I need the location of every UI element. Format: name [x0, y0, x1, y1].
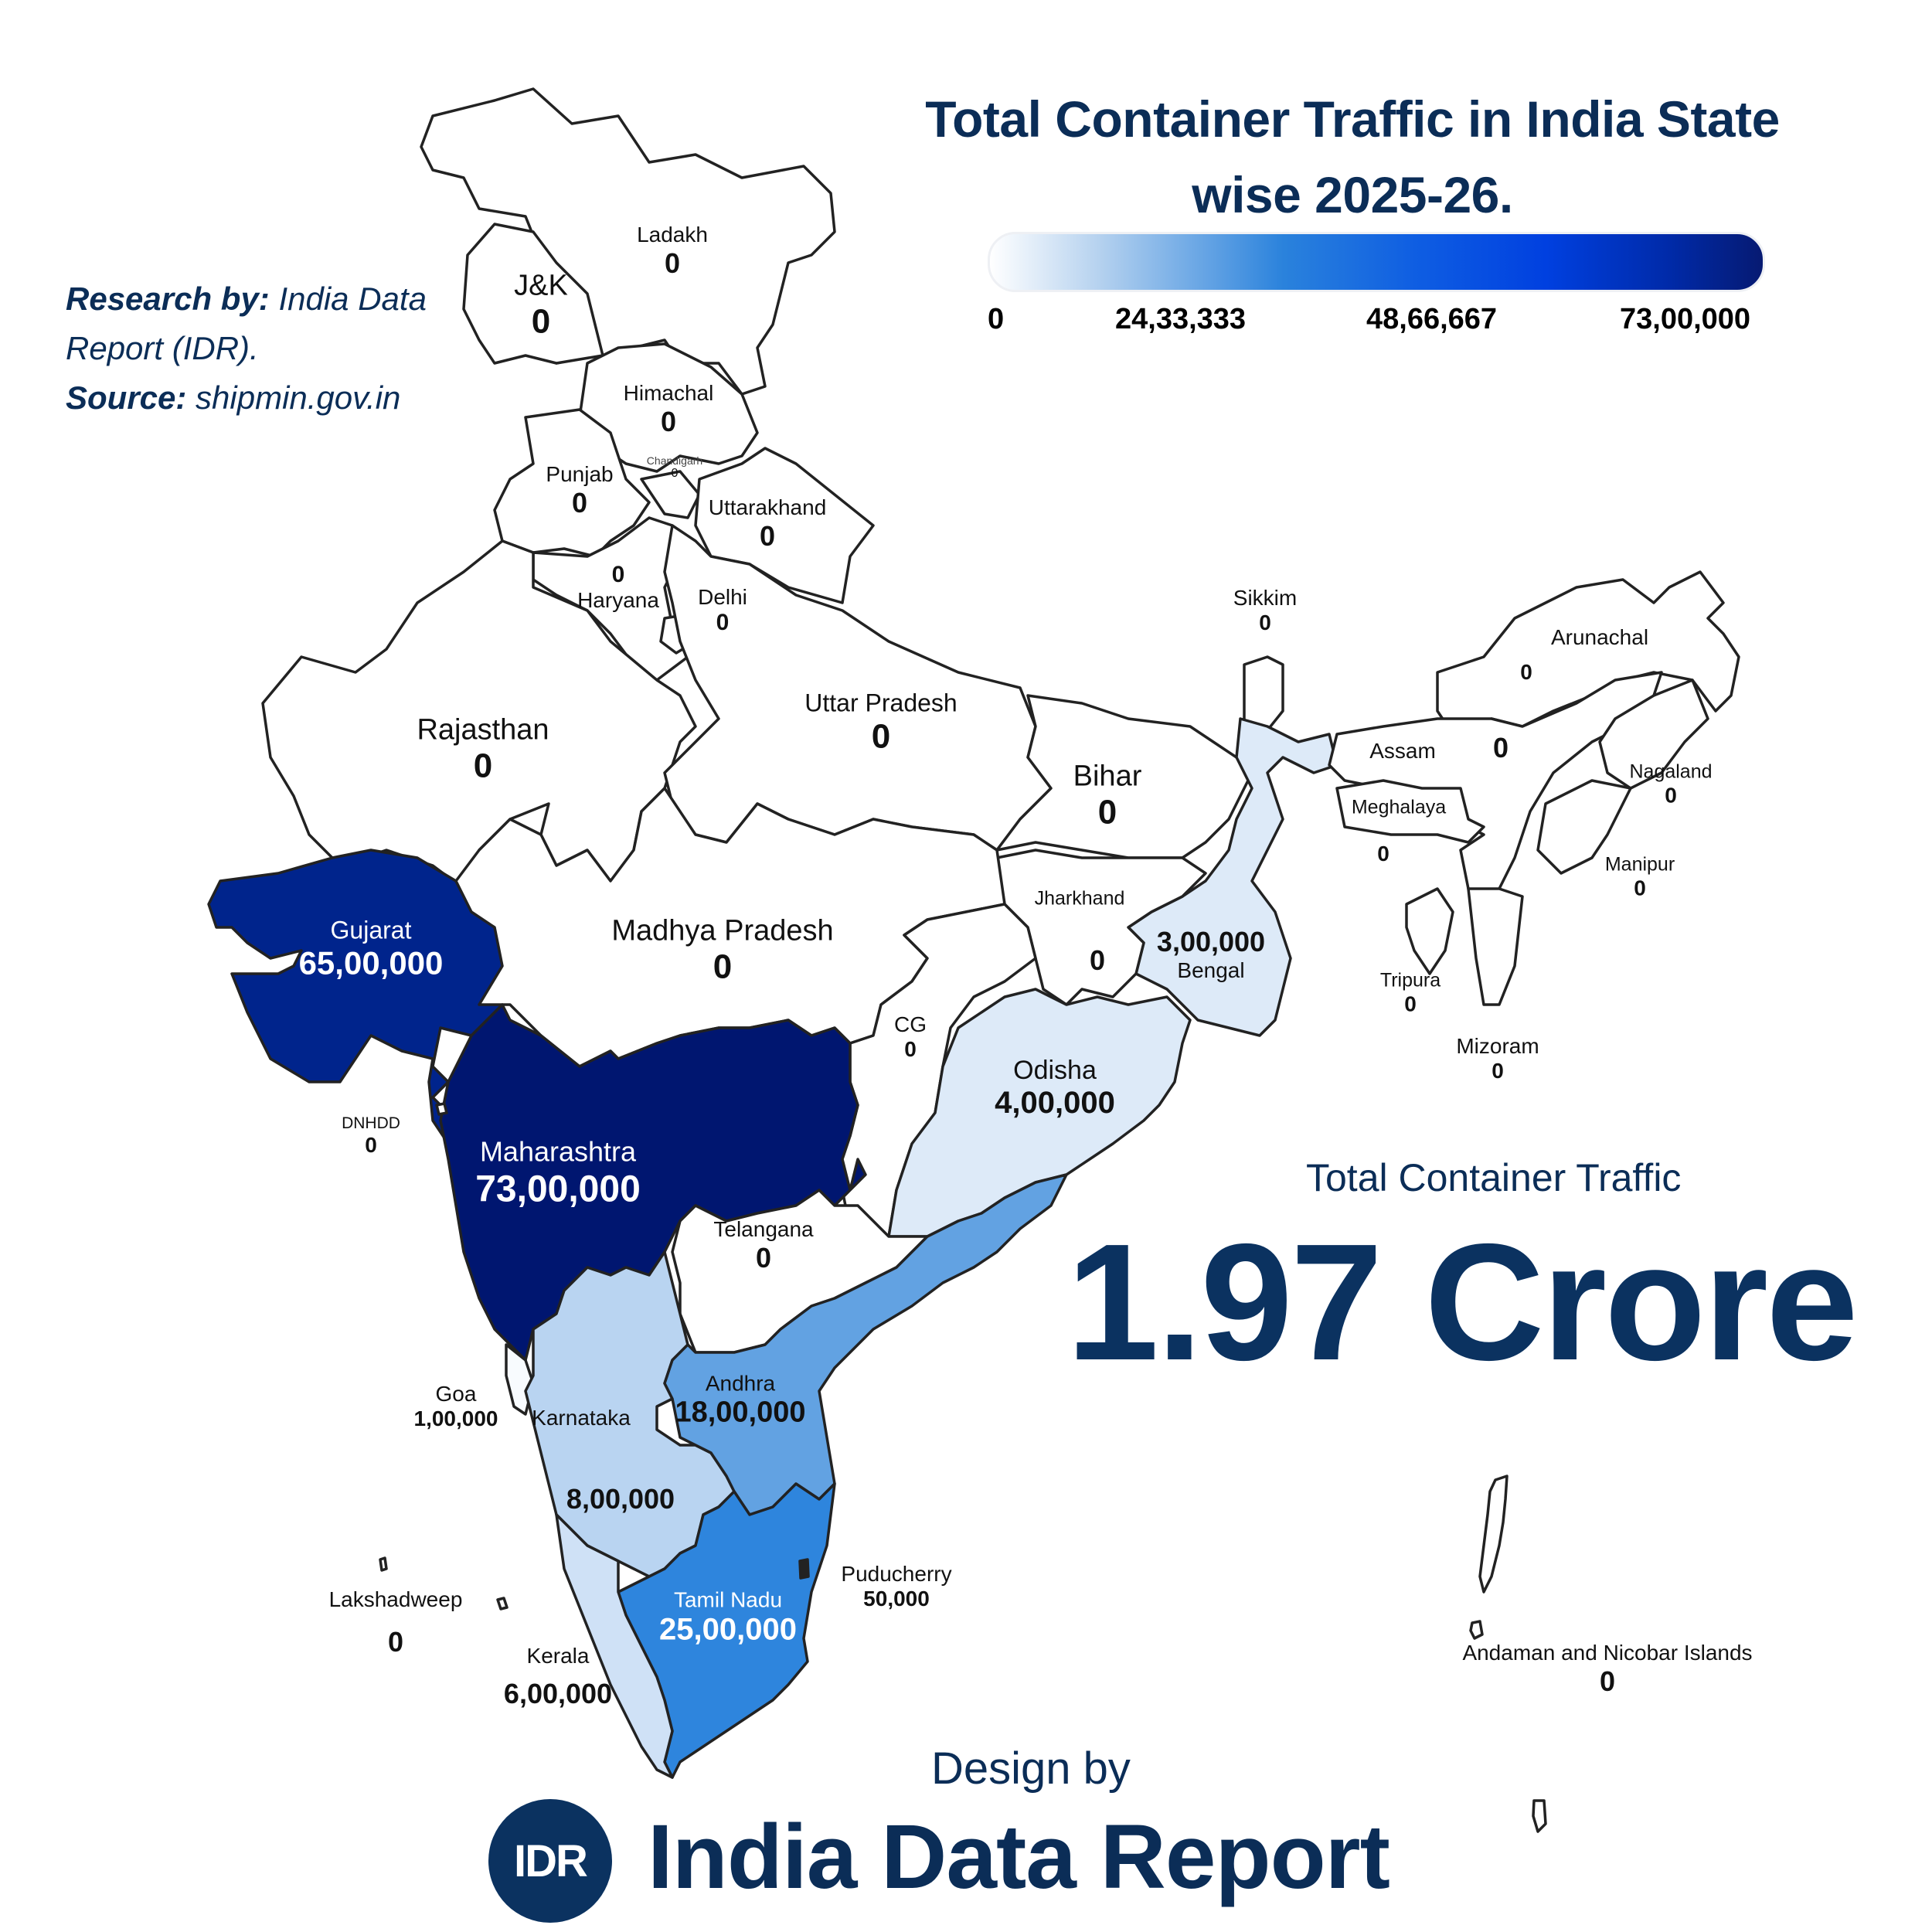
label-assam-value: 0 — [1492, 732, 1509, 764]
label-sikkim: Sikkim 0 — [1233, 586, 1298, 634]
label-jharkhand-value: 0 — [1089, 944, 1106, 976]
region-nicobar-south[interactable] — [1532, 1799, 1547, 1833]
label-kerala: Kerala 6,00,000 — [503, 1644, 613, 1709]
label-assam: Assam — [1369, 739, 1436, 763]
region-meghalaya[interactable] — [1335, 779, 1485, 844]
label-andaman: Andaman and Nicobar Islands 0 — [1462, 1641, 1753, 1697]
region-kerala[interactable] — [555, 1513, 674, 1779]
chart-title: Total Container Traffic in India State w… — [866, 81, 1839, 233]
design-by-label: Design by — [931, 1743, 1131, 1794]
label-mp: Madhya Pradesh 0 — [611, 914, 834, 986]
label-tripura: Tripura 0 — [1379, 969, 1441, 1016]
total-label: Total Container Traffic — [1306, 1156, 1682, 1199]
label-jharkhand: Jharkhand — [1034, 887, 1125, 910]
legend-tick: 24,33,333 — [1115, 303, 1247, 335]
label-puducherry: Puducherry 50,000 — [841, 1562, 952, 1611]
label-arunachal: Arunachal — [1550, 625, 1649, 649]
idr-logo-icon: IDR — [488, 1799, 612, 1923]
label-rajasthan: Rajasthan 0 — [417, 713, 549, 785]
research-value-cont: Report (IDR). — [66, 330, 259, 366]
source-value: shipmin.gov.in — [186, 379, 401, 416]
label-meghalaya: Meghalaya — [1351, 796, 1447, 818]
label-chandigarh: Chandigarh 0 — [646, 454, 703, 480]
label-dnhdd: DNHDD 0 — [342, 1114, 400, 1157]
label-haryana: 0 Haryana — [577, 562, 659, 612]
region-andhra[interactable] — [663, 1173, 1068, 1516]
region-up[interactable] — [663, 524, 1053, 852]
label-up: Uttar Pradesh 0 — [804, 689, 957, 756]
color-scale-legend — [988, 232, 1765, 292]
research-value: India Data — [269, 281, 427, 317]
label-lakshadweep: Lakshadweep 0 — [328, 1587, 463, 1658]
region-nagaland[interactable] — [1598, 679, 1709, 790]
region-jk[interactable] — [462, 223, 604, 365]
region-chandigarh[interactable] — [640, 470, 701, 519]
label-nagaland: Nagaland 0 — [1629, 760, 1713, 808]
logo-text: IDR — [514, 1835, 588, 1886]
region-manipur[interactable] — [1536, 779, 1632, 875]
label-mizoram: Mizoram 0 — [1456, 1034, 1539, 1083]
label-punjab: Punjab 0 — [546, 462, 614, 519]
label-karnataka-value: 8,00,000 — [566, 1483, 675, 1515]
label-cg: CG 0 — [894, 1012, 927, 1061]
region-sikkim[interactable] — [1243, 655, 1284, 732]
region-dnhdd[interactable] — [435, 1102, 448, 1116]
region-nicobar-island[interactable] — [1469, 1620, 1484, 1640]
label-andhra: Andhra 18,00,000 — [675, 1371, 806, 1429]
label-karnataka: Karnataka — [532, 1406, 631, 1430]
label-telangana: Telangana 0 — [713, 1217, 814, 1274]
label-gujarat: Gujarat 65,00,000 — [298, 916, 444, 981]
legend-tick: 48,66,667 — [1366, 303, 1498, 335]
total-value: 1.97 Crore — [1066, 1209, 1859, 1395]
legend-tick: 73,00,000 — [1620, 303, 1751, 335]
label-delhi: Delhi 0 — [698, 585, 747, 635]
credits: Research by: India Data Report (IDR). So… — [66, 274, 427, 423]
region-odisha[interactable] — [887, 988, 1192, 1238]
label-jk: J&K 0 — [514, 269, 568, 341]
legend-ticks: 0 24,33,333 48,66,667 73,00,000 — [988, 303, 1760, 342]
label-himachal: Himachal 0 — [623, 381, 714, 437]
research-label: Research by: — [66, 281, 270, 317]
region-tripura[interactable] — [1405, 887, 1454, 975]
label-meghalaya-value: 0 — [1377, 842, 1389, 866]
region-andaman[interactable] — [1478, 1475, 1509, 1594]
brand-name: India Data Report — [648, 1806, 1390, 1908]
label-arunachal-value: 0 — [1520, 660, 1532, 684]
region-lakshadweep[interactable] — [379, 1556, 388, 1572]
source-label: Source: — [66, 379, 187, 416]
label-bengal: 3,00,000 Bengal — [1156, 926, 1266, 982]
label-maharashtra: Maharashtra 73,00,000 — [475, 1135, 641, 1210]
region-lakshadweep-island[interactable] — [496, 1597, 509, 1611]
legend-tick: 0 — [988, 303, 1005, 335]
region-bengal[interactable] — [1127, 717, 1338, 1037]
label-goa: Goa 1,00,000 — [413, 1382, 498, 1430]
region-mizoram[interactable] — [1467, 887, 1524, 1006]
label-manipur: Manipur 0 — [1604, 853, 1675, 900]
region-puducherry[interactable] — [798, 1558, 810, 1580]
label-ladakh: Ladakh 0 — [637, 223, 708, 279]
label-uttarakhand: Uttarakhand 0 — [708, 495, 827, 552]
label-tamilnadu: Tamil Nadu 25,00,000 — [659, 1587, 797, 1647]
label-odisha: Odisha 4,00,000 — [995, 1056, 1115, 1120]
chart-title-line-1: Total Container Traffic in India State — [925, 90, 1780, 148]
chart-title-line-2: wise 2025-26. — [1192, 166, 1513, 223]
label-bihar: Bihar 0 — [1073, 760, 1142, 832]
